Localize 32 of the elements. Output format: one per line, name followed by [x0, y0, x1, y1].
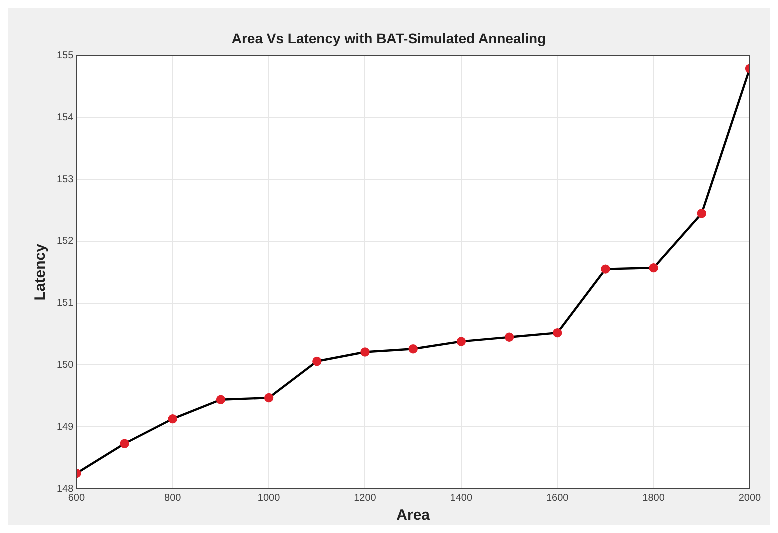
- point: [408, 344, 418, 354]
- point: [312, 356, 322, 366]
- point: [601, 264, 610, 274]
- point: [649, 263, 658, 273]
- x-tick-label: 1200: [354, 492, 377, 504]
- y-tick-label: 152: [56, 236, 74, 248]
- point: [553, 328, 562, 338]
- x-tick-label: 600: [68, 492, 86, 504]
- y-tick-label: 154: [56, 112, 74, 124]
- point: [216, 395, 226, 404]
- y-axis-title: Latency: [32, 243, 50, 301]
- point: [120, 439, 130, 448]
- chart-title: Area Vs Latency with BAT-Simulated Annealing: [232, 30, 546, 46]
- x-tick-label: 1400: [450, 492, 473, 504]
- y-tick-label: 155: [56, 50, 74, 62]
- x-tick-label: 2000: [738, 492, 762, 504]
- point: [456, 337, 466, 346]
- y-tick-label: 151: [56, 298, 74, 310]
- point: [168, 414, 178, 424]
- x-axis-title: Area: [396, 507, 431, 524]
- point: [697, 209, 707, 218]
- y-tick-label: 149: [56, 422, 74, 433]
- y-tick-label: 148: [56, 484, 74, 495]
- point: [264, 393, 274, 403]
- x-tick-label: 1600: [546, 492, 570, 504]
- y-tick-label: 153: [56, 174, 74, 186]
- y-tick-label: 150: [56, 360, 74, 371]
- x-tick-label: 800: [164, 492, 182, 504]
- x-tick-label: 1800: [642, 492, 666, 504]
- point: [360, 348, 370, 357]
- x-tick-label: 1000: [258, 492, 281, 504]
- point: [504, 332, 514, 342]
